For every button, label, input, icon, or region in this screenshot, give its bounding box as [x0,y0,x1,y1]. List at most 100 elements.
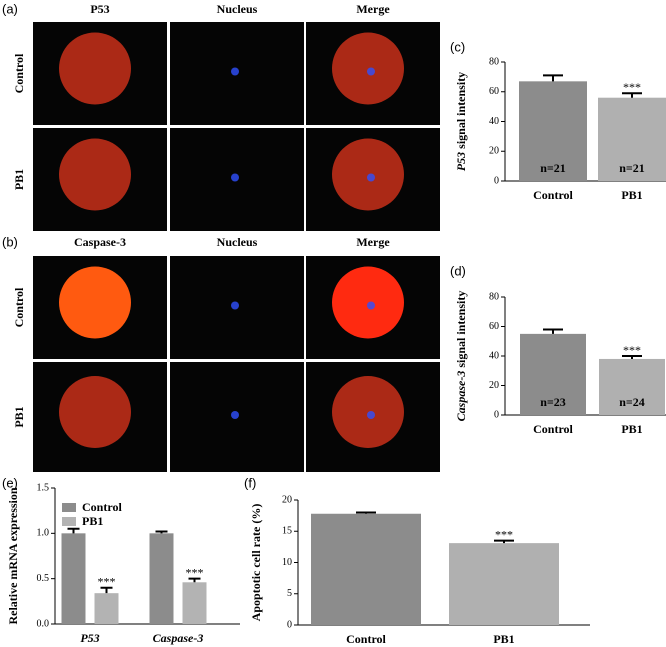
oocyte [59,266,131,339]
column-header: Merge [356,235,390,249]
bar [520,333,586,415]
bar [449,543,559,625]
y-tick-label: 0.5 [37,573,50,584]
y-tick-label: 80 [489,56,499,67]
significance: *** [623,343,641,357]
y-axis-label: Apoptotic cell rate (%) [249,504,263,622]
significance: *** [98,574,116,588]
nucleus-stain [231,411,239,419]
bar [311,513,421,625]
y-tick-label: 20 [282,494,292,505]
legend-swatch [62,503,76,512]
n-label: n=24 [619,395,645,409]
significance: *** [623,80,641,94]
legend-label: PB1 [82,514,103,528]
x-tick-label: PB1 [621,422,642,436]
y-tick-label: 20 [489,380,499,391]
oocyte [332,138,404,211]
oocyte [59,138,131,211]
error-bar [622,92,642,98]
y-axis-label-italic: Caspase-3 [454,371,468,422]
significance: *** [495,527,513,541]
nucleus-stain [367,67,375,76]
bar [182,582,207,624]
x-tick-label: Control [533,188,573,202]
panel-label: (d) [450,263,466,278]
x-tick-label: PB1 [493,632,514,646]
bar [599,358,665,415]
bar [94,593,119,624]
error-bar [622,355,642,359]
panel-label: (b) [2,234,18,249]
row-label: Control [12,287,26,327]
column-header: Nucleus [217,235,258,249]
oocyte [332,32,404,105]
error-bar [543,328,563,334]
oocyte [59,32,131,105]
y-tick-label: 40 [489,350,499,361]
panel-label: (e) [2,475,18,490]
y-tick-label: 10 [282,557,292,568]
error-bar [356,511,376,514]
y-tick-label: 0 [287,619,292,630]
n-label: n=21 [619,161,645,175]
bar [61,533,86,624]
x-tick-label: Control [533,422,573,436]
y-tick-label: 15 [282,526,292,537]
row-label: Control [12,53,26,93]
error-bar [67,527,80,534]
y-axis-label-text: Relative mRNA expression [6,487,20,624]
y-tick-label: 60 [489,86,499,97]
x-tick-label: P53 [80,631,99,645]
nucleus-stain [231,67,239,76]
y-tick-label: 1.5 [37,482,50,493]
y-tick-label: 60 [489,321,499,332]
x-tick-label: Caspase-3 [153,631,204,645]
column-header: P53 [90,2,109,16]
row-label: PB1 [12,169,26,190]
nucleus-stain [231,173,239,182]
y-axis-label: P53 signal intensity [454,72,468,171]
y-axis-label-text: signal intensity [454,291,468,368]
legend-swatch [62,517,76,526]
y-axis-label-italic: P53 [454,152,468,171]
y-tick-label: 5 [287,588,292,599]
n-label: n=21 [540,161,566,175]
error-bar [188,577,201,583]
y-axis-label: Relative mRNA expression [6,487,20,624]
y-tick-label: 1.0 [37,528,50,539]
x-tick-label: PB1 [621,188,642,202]
nucleus-stain [367,173,375,182]
oocyte [332,266,404,339]
y-tick-label: 0 [494,409,499,420]
y-tick-label: 0 [494,175,499,186]
oocyte [59,376,131,448]
nucleus-stain [367,411,375,419]
n-label: n=23 [540,395,566,409]
y-axis-label-text: signal intensity [454,72,468,149]
y-tick-label: 20 [489,146,499,157]
significance: *** [186,565,204,579]
y-axis-label: Caspase-3 signal intensity [454,291,468,422]
legend-label: Control [82,500,122,514]
y-tick-label: 80 [489,291,499,302]
y-tick-label: 40 [489,116,499,127]
nucleus-stain [231,301,239,310]
error-bar [100,586,113,594]
oocyte [332,376,404,448]
panel-label: (c) [450,39,465,54]
row-label: PB1 [12,406,26,427]
bar [598,97,666,181]
y-axis-label-text: Apoptotic cell rate (%) [249,504,263,622]
error-bar [543,74,563,82]
x-tick-label: Control [346,632,386,646]
panel-label: (f) [244,475,256,490]
column-header: Nucleus [217,2,258,16]
column-header: Merge [356,2,390,16]
error-bar [155,530,168,534]
panel-label: (a) [2,1,18,16]
nucleus-stain [367,301,375,310]
column-header: Caspase-3 [74,235,126,249]
bar [149,533,174,624]
